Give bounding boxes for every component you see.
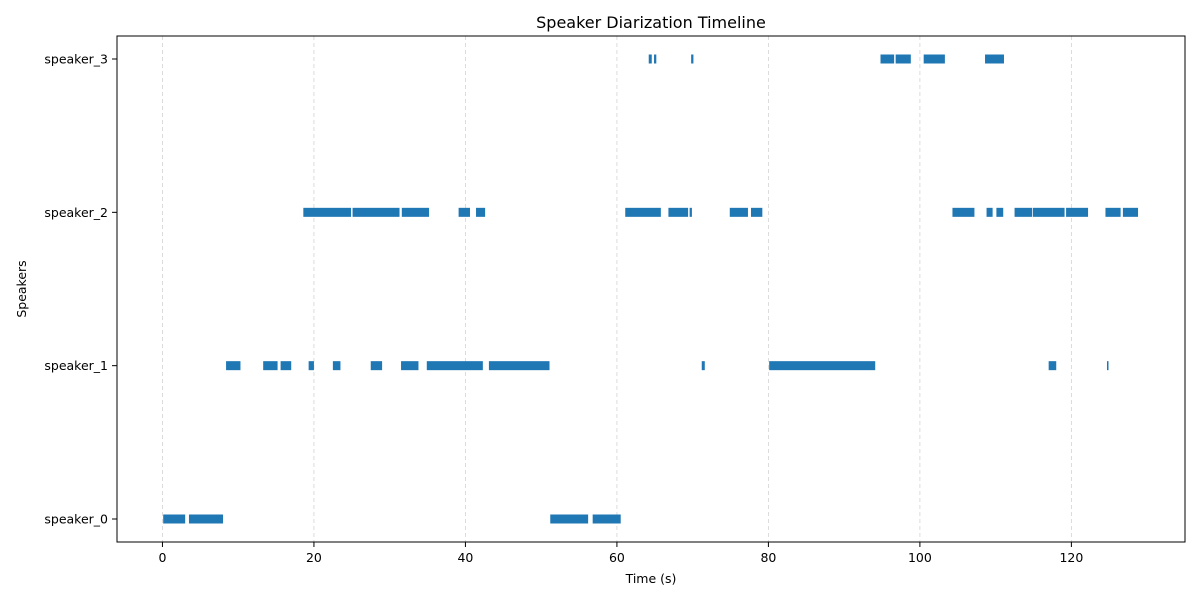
x-axis-ticks: 0 20 40 60 80 100 120 xyxy=(158,542,1083,565)
segment-speaker-2 xyxy=(1122,207,1139,217)
segment-speaker-2 xyxy=(986,207,993,217)
segment-speaker-2 xyxy=(750,207,763,217)
segment-speaker-3 xyxy=(895,54,911,64)
segment-speaker-0 xyxy=(163,514,186,524)
segment-speaker-0 xyxy=(188,514,224,524)
segment-speaker-2 xyxy=(668,207,689,217)
x-tick-label: 120 xyxy=(1059,550,1083,565)
segment-speaker-1 xyxy=(263,361,278,371)
segment-speaker-3 xyxy=(691,54,694,64)
segment-speaker-1 xyxy=(401,361,419,371)
segment-speaker-2 xyxy=(729,207,748,217)
x-tick-label: 80 xyxy=(760,550,776,565)
segment-speaker-2 xyxy=(689,207,692,217)
segment-speaker-1 xyxy=(280,361,292,371)
y-axis-label: Speakers xyxy=(14,260,29,317)
x-axis-label: Time (s) xyxy=(625,571,677,586)
segment-speaker-1 xyxy=(701,361,705,371)
x-tick-label: 0 xyxy=(158,550,166,565)
y-axis-ticks: speaker_0 speaker_1 speaker_2 speaker_3 xyxy=(44,52,117,527)
bar-layer xyxy=(163,54,1139,524)
segment-speaker-1 xyxy=(370,361,383,371)
segment-speaker-1 xyxy=(769,361,876,371)
segment-speaker-2 xyxy=(1032,207,1065,217)
y-tick-label-speaker-2: speaker_2 xyxy=(44,205,108,220)
segment-speaker-3 xyxy=(654,54,657,64)
segment-speaker-2 xyxy=(1105,207,1121,217)
x-tick-label: 60 xyxy=(609,550,625,565)
segment-speaker-1 xyxy=(488,361,550,371)
segment-speaker-2 xyxy=(952,207,975,217)
plot-frame xyxy=(116,35,1186,543)
segment-speaker-2 xyxy=(303,207,352,217)
segment-speaker-2 xyxy=(352,207,400,217)
segment-speaker-1 xyxy=(1106,361,1109,371)
segment-speaker-2 xyxy=(401,207,430,217)
y-tick-label-speaker-0: speaker_0 xyxy=(44,512,108,527)
segment-speaker-1 xyxy=(332,361,341,371)
segment-speaker-1 xyxy=(308,361,314,371)
segment-speaker-0 xyxy=(550,514,589,524)
segment-speaker-1 xyxy=(226,361,241,371)
segment-speaker-3 xyxy=(880,54,895,64)
x-tick-label: 40 xyxy=(457,550,473,565)
segment-speaker-2 xyxy=(625,207,661,217)
x-tick-label: 20 xyxy=(306,550,322,565)
segment-speaker-2 xyxy=(476,207,486,217)
segment-speaker-2 xyxy=(458,207,470,217)
segment-speaker-3 xyxy=(648,54,652,64)
segment-speaker-1 xyxy=(1048,361,1057,371)
segment-speaker-0 xyxy=(592,514,621,524)
chart-title: Speaker Diarization Timeline xyxy=(536,13,766,32)
segment-speaker-3 xyxy=(923,54,945,64)
grid-layer xyxy=(162,36,1072,542)
y-tick-label-speaker-3: speaker_3 xyxy=(44,52,108,67)
segment-speaker-2 xyxy=(1066,207,1089,217)
x-tick-label: 100 xyxy=(908,550,932,565)
y-tick-label-speaker-1: speaker_1 xyxy=(44,358,108,373)
segment-speaker-3 xyxy=(985,54,1004,64)
segment-speaker-2 xyxy=(1014,207,1032,217)
segment-speaker-1 xyxy=(426,361,483,371)
segment-speaker-2 xyxy=(996,207,1004,217)
